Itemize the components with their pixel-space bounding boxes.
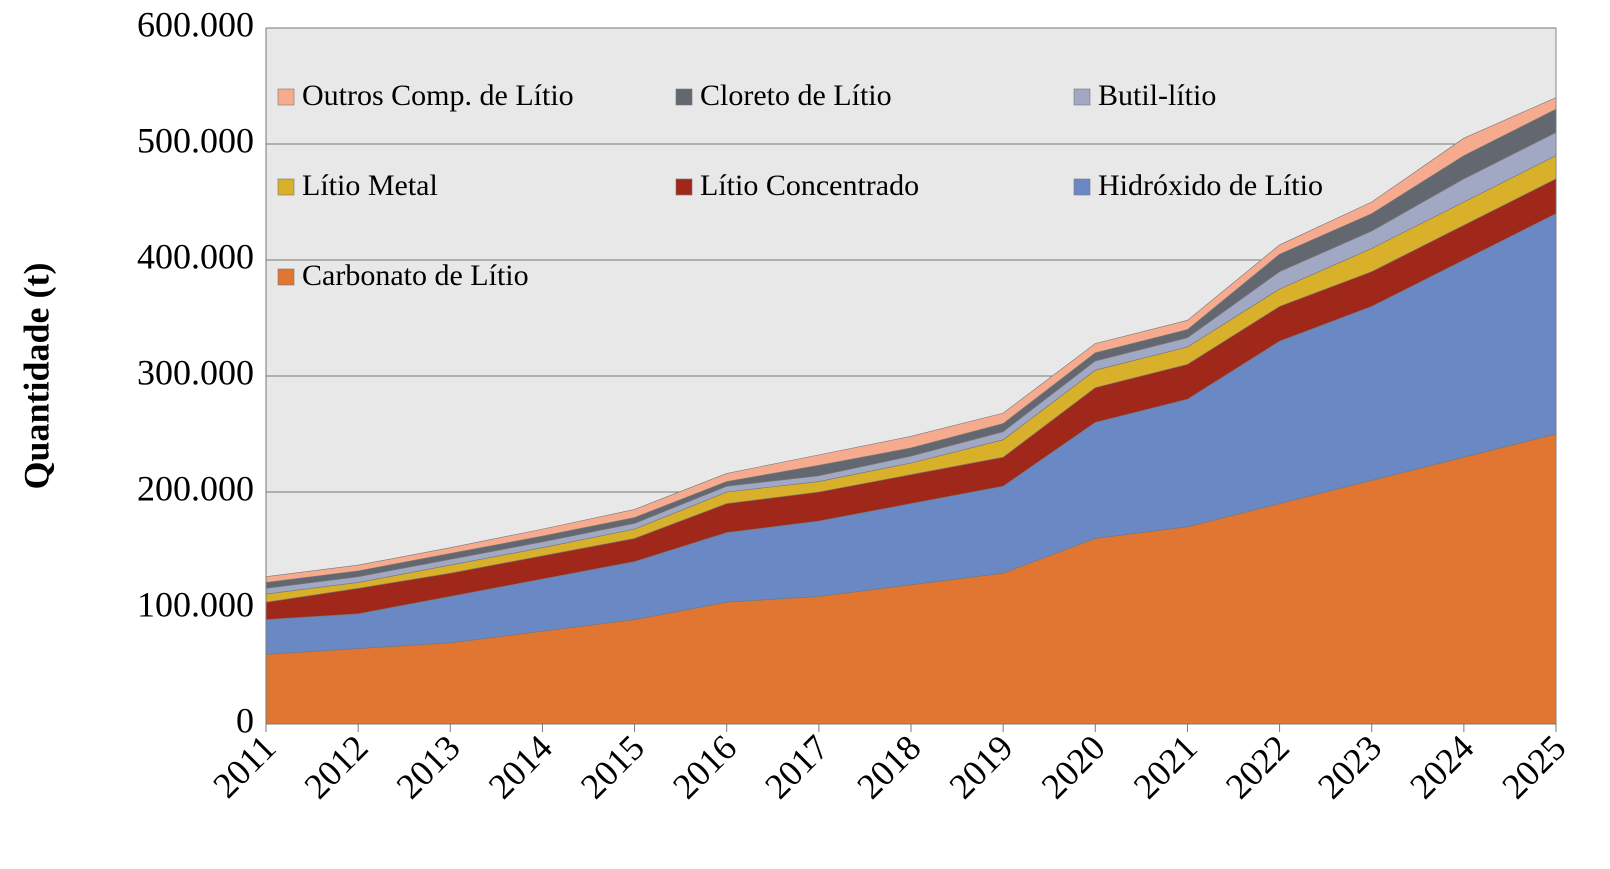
y-axis-label: Quantidade (t) bbox=[16, 262, 56, 489]
legend-swatch bbox=[1073, 178, 1091, 196]
legend-label: Butil-lítio bbox=[1098, 79, 1216, 112]
y-tick-label: 500.000 bbox=[137, 120, 254, 160]
legend-label: Hidróxido de Lítio bbox=[1098, 169, 1323, 202]
y-tick-label: 400.000 bbox=[137, 236, 254, 276]
x-tick-label: 2013 bbox=[389, 727, 468, 806]
legend-swatch bbox=[1073, 88, 1091, 106]
legend-label: Cloreto de Lítio bbox=[700, 79, 892, 112]
y-tick-label: 0 bbox=[236, 700, 254, 740]
x-tick-label: 2016 bbox=[665, 727, 744, 806]
legend-swatch bbox=[675, 178, 693, 196]
x-tick-label: 2025 bbox=[1494, 727, 1573, 806]
x-tick-label: 2023 bbox=[1310, 727, 1389, 806]
x-tick-label: 2018 bbox=[849, 727, 928, 806]
x-tick-label: 2012 bbox=[296, 727, 375, 806]
legend-label: Lítio Metal bbox=[302, 169, 438, 202]
legend-swatch bbox=[277, 178, 295, 196]
legend-label: Outros Comp. de Lítio bbox=[302, 79, 574, 112]
x-tick-label: 2019 bbox=[941, 727, 1020, 806]
y-tick-label: 300.000 bbox=[137, 352, 254, 392]
y-tick-label: 200.000 bbox=[137, 468, 254, 508]
legend-swatch bbox=[675, 88, 693, 106]
y-tick-label: 600.000 bbox=[137, 4, 254, 44]
legend-label: Carbonato de Lítio bbox=[302, 259, 529, 292]
x-tick-label: 2024 bbox=[1402, 727, 1481, 806]
x-tick-label: 2022 bbox=[1218, 727, 1297, 806]
x-tick-label: 2021 bbox=[1126, 727, 1205, 806]
x-tick-label: 2020 bbox=[1034, 727, 1113, 806]
x-tick-label: 2014 bbox=[481, 727, 560, 806]
legend-label: Lítio Concentrado bbox=[700, 169, 919, 202]
legend-swatch bbox=[277, 268, 295, 286]
y-tick-label: 100.000 bbox=[137, 584, 254, 624]
x-tick-label: 2011 bbox=[205, 727, 283, 805]
area bbox=[265, 97, 1557, 583]
x-tick-label: 2017 bbox=[757, 727, 836, 806]
x-tick-label: 2015 bbox=[573, 727, 652, 806]
legend-swatch bbox=[277, 88, 295, 106]
